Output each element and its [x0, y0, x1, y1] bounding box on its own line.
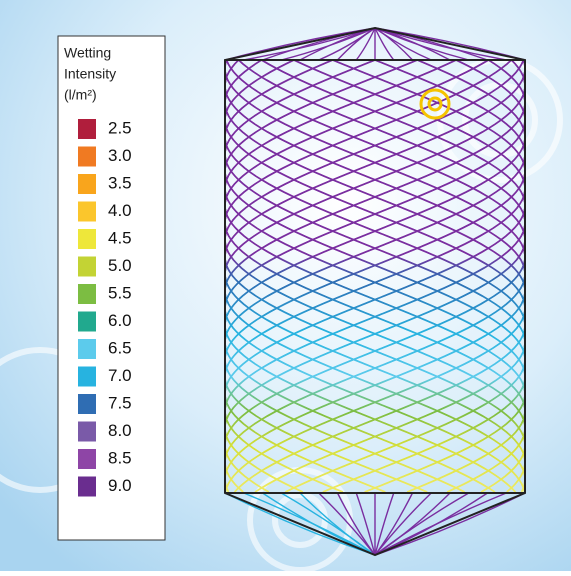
- legend-swatch: [78, 257, 96, 277]
- legend-label: 6.5: [108, 338, 132, 357]
- legend-swatch: [78, 339, 96, 359]
- legend-label: 9.0: [108, 476, 132, 495]
- legend-title: (l/m²): [64, 87, 97, 103]
- legend-label: 4.0: [108, 201, 132, 220]
- legend-label: 3.5: [108, 173, 132, 192]
- legend-swatch: [78, 477, 96, 497]
- legend-label: 4.5: [108, 228, 132, 247]
- legend-label: 2.5: [108, 118, 132, 137]
- legend-swatch: [78, 312, 96, 332]
- legend-swatch: [78, 422, 96, 442]
- legend-swatch: [78, 367, 96, 387]
- legend-swatch: [78, 284, 96, 304]
- legend-swatch: [78, 229, 96, 249]
- legend-label: 5.5: [108, 283, 132, 302]
- legend-swatch: [78, 394, 96, 414]
- legend-swatch: [78, 449, 96, 469]
- legend-label: 8.5: [108, 448, 132, 467]
- legend-swatch: [78, 147, 96, 167]
- legend-label: 3.0: [108, 146, 132, 165]
- legend-label: 7.5: [108, 393, 132, 412]
- legend-swatch: [78, 119, 96, 139]
- legend-title: Wetting: [64, 45, 111, 61]
- page: {"legend": {"title": ["Wetting", "Intens…: [0, 0, 571, 571]
- legend-swatch: [78, 202, 96, 222]
- legend-label: 8.0: [108, 421, 132, 440]
- legend-title: Intensity: [64, 66, 116, 82]
- legend-label: 7.0: [108, 366, 132, 385]
- legend-label: 5.0: [108, 256, 132, 275]
- legend-swatch: [78, 174, 96, 194]
- screenshot: Wetting Intensity (l/m²) 2.5 3.0 3.5 4.0 4.5 5.0…: [0, 0, 571, 571]
- legend-label: 6.0: [108, 311, 132, 330]
